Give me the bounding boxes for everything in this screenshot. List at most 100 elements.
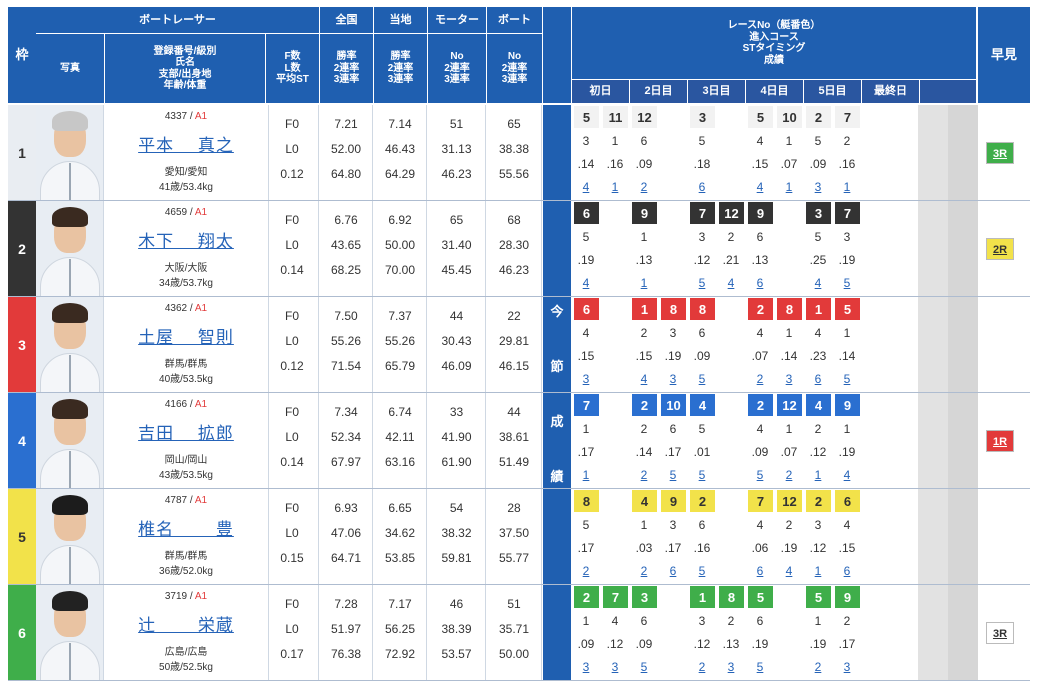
race-result-link[interactable]: 4 xyxy=(582,276,590,290)
early-race-link[interactable]: 3R xyxy=(986,621,1014,644)
race-result-link[interactable]: 4 xyxy=(756,180,764,194)
race-result-link[interactable]: 4 xyxy=(640,372,648,386)
race-result-link[interactable]: 4 xyxy=(785,564,793,578)
race-result-link[interactable]: 3 xyxy=(611,660,619,674)
early-race-link[interactable]: 1R xyxy=(986,429,1014,452)
racer-photo xyxy=(36,489,104,584)
race-result-link[interactable]: 5 xyxy=(756,660,764,674)
race-result-link[interactable]: 5 xyxy=(698,468,706,482)
race-result-link[interactable]: 3 xyxy=(814,180,822,194)
reg-class: 3719 / A1 xyxy=(164,591,208,602)
race-result-link[interactable]: 4 xyxy=(814,276,822,290)
race-result-link[interactable]: 2 xyxy=(582,564,590,578)
race-result-link[interactable]: 2 xyxy=(640,468,648,482)
local-rates: 7.14 46.43 64.29 xyxy=(374,105,427,200)
race-result-link[interactable]: 6 xyxy=(698,180,706,194)
racer-age-weight: 36歳/52.0kg xyxy=(159,566,213,577)
race-result-link[interactable]: 1 xyxy=(611,180,619,194)
fl-stats: F0 L0 0.15 xyxy=(266,489,319,584)
national-rates: 6.93 47.06 64.71 xyxy=(320,489,373,584)
early-race-link[interactable]: 2R xyxy=(986,237,1014,260)
race-result-link[interactable]: 2 xyxy=(756,372,764,386)
st-timing: .09 xyxy=(693,349,711,363)
race-result-link[interactable]: 5 xyxy=(698,372,706,386)
race-number: 12 xyxy=(719,202,744,224)
entry-course: 1 xyxy=(843,422,851,436)
race-result-link[interactable]: 5 xyxy=(843,372,851,386)
race-number: 2 xyxy=(632,394,657,416)
motor-stats: 33 41.90 61.90 xyxy=(428,393,486,488)
race-number: 5 xyxy=(574,106,599,128)
race-result-link[interactable]: 1 xyxy=(582,468,590,482)
race-result-link[interactable]: 4 xyxy=(727,276,735,290)
entry-course: 1 xyxy=(843,326,851,340)
st-timing: .09 xyxy=(751,445,769,459)
st-timing: .15 xyxy=(635,349,653,363)
racer-name[interactable]: 平本 真之 xyxy=(138,136,234,155)
local-rates: 7.37 55.26 65.79 xyxy=(374,297,427,392)
race-result-link[interactable]: 3 xyxy=(727,660,735,674)
fl-stats: F0 L0 0.14 xyxy=(266,201,319,296)
race-result-link[interactable]: 5 xyxy=(698,276,706,290)
racer-branch: 群馬/群馬 xyxy=(164,551,208,562)
racer-name[interactable]: 木下 翔太 xyxy=(138,232,234,251)
race-result-link[interactable]: 1 xyxy=(785,180,793,194)
racer-branch: 愛知/愛知 xyxy=(164,167,208,178)
motor-stats: 46 38.39 53.57 xyxy=(428,585,486,680)
race-result-link[interactable]: 6 xyxy=(669,564,677,578)
race-result-link[interactable]: 4 xyxy=(582,180,590,194)
header-blank xyxy=(543,7,571,103)
race-result-link[interactable]: 2 xyxy=(814,660,822,674)
race-result-link[interactable]: 5 xyxy=(669,468,677,482)
st-timing: .15 xyxy=(577,349,595,363)
race-result-link[interactable]: 1 xyxy=(814,468,822,482)
race-result-link[interactable]: 3 xyxy=(843,660,851,674)
race-result-link[interactable]: 5 xyxy=(640,660,648,674)
racer-row: 2 4659 / A1 木下 翔太 大阪/大阪 34歳/53.7kg F0 L0 0.1… xyxy=(8,201,1030,297)
st-timing: .07 xyxy=(751,349,769,363)
entry-course: 5 xyxy=(582,230,590,244)
reg-class: 4337 / A1 xyxy=(164,111,208,122)
national-rates: 7.28 51.97 76.38 xyxy=(320,585,373,680)
entry-course: 3 xyxy=(669,518,677,532)
race-result-link[interactable]: 1 xyxy=(843,180,851,194)
entry-course: 4 xyxy=(611,614,619,628)
early-race-link[interactable]: 3R xyxy=(986,141,1014,164)
st-timing: .12 xyxy=(606,637,624,651)
racer-name[interactable]: 吉田 拡郎 xyxy=(138,424,234,443)
race-result-link[interactable]: 3 xyxy=(785,372,793,386)
race-result-link[interactable]: 6 xyxy=(756,564,764,578)
race-result-link[interactable]: 3 xyxy=(582,372,590,386)
race-result-link[interactable]: 6 xyxy=(814,372,822,386)
entry-course: 3 xyxy=(814,518,822,532)
race-result-link[interactable]: 6 xyxy=(843,564,851,578)
st-timing: .01 xyxy=(693,445,711,459)
entry-course: 6 xyxy=(698,518,706,532)
st-timing: .09 xyxy=(809,157,827,171)
racer-photo xyxy=(36,201,104,296)
boat-stats: 28 37.50 55.77 xyxy=(487,489,542,584)
header-local-sub: 勝率 2連率 3連率 xyxy=(374,34,427,103)
racer-name[interactable]: 辻 栄蔵 xyxy=(138,616,234,635)
entry-course: 1 xyxy=(785,326,793,340)
race-result-link[interactable]: 4 xyxy=(843,468,851,482)
race-result-link[interactable]: 3 xyxy=(582,660,590,674)
fl-stats: F0 L0 0.12 xyxy=(266,105,319,200)
race-number: 12 xyxy=(632,106,657,128)
racer-age-weight: 50歳/52.5kg xyxy=(159,662,213,673)
racer-name[interactable]: 土屋 智則 xyxy=(138,328,234,347)
race-result-link[interactable]: 2 xyxy=(785,468,793,482)
racer-name[interactable]: 椎名 豊 xyxy=(138,520,234,539)
race-result-link[interactable]: 5 xyxy=(843,276,851,290)
race-result-link[interactable]: 5 xyxy=(698,564,706,578)
race-result-link[interactable]: 1 xyxy=(640,276,648,290)
race-result-link[interactable]: 2 xyxy=(640,180,648,194)
race-number: 10 xyxy=(777,106,802,128)
race-result-link[interactable]: 1 xyxy=(814,564,822,578)
entry-course: 6 xyxy=(669,422,677,436)
race-result-link[interactable]: 2 xyxy=(698,660,706,674)
race-result-link[interactable]: 2 xyxy=(640,564,648,578)
race-result-link[interactable]: 3 xyxy=(669,372,677,386)
race-result-link[interactable]: 5 xyxy=(756,468,764,482)
race-result-link[interactable]: 6 xyxy=(756,276,764,290)
